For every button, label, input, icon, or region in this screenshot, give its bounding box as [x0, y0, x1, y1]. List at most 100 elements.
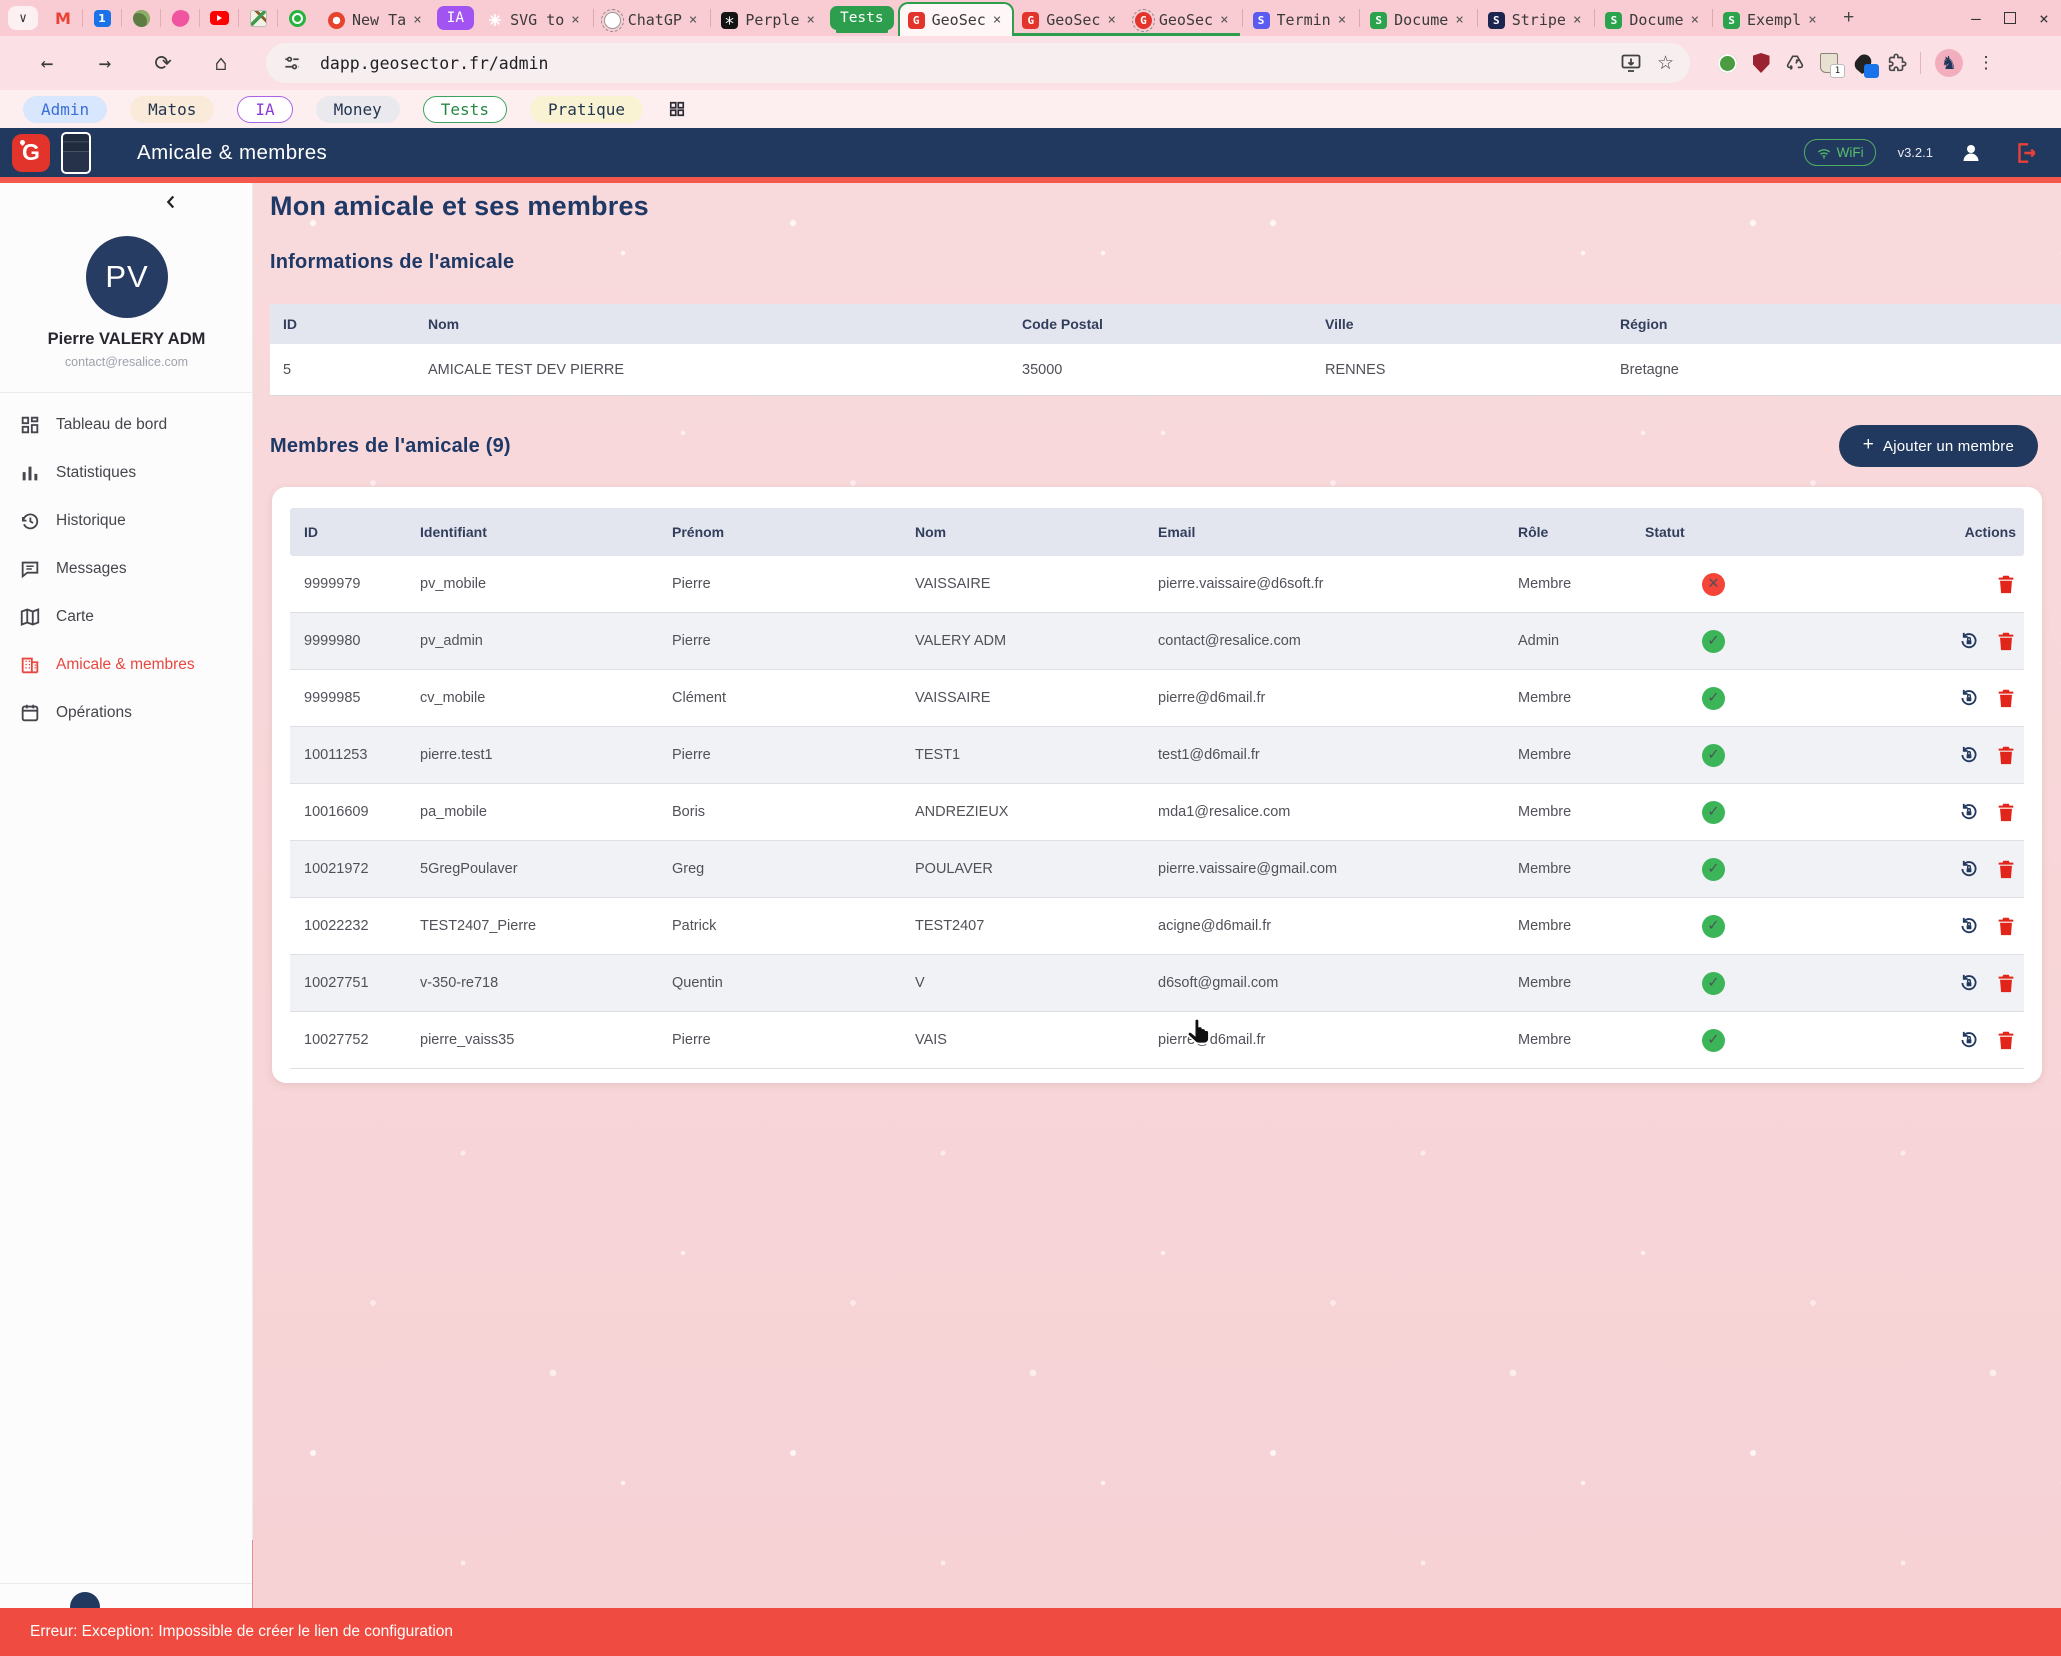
- browser-tab[interactable]: New Ta×: [320, 4, 433, 36]
- reset-password-icon[interactable]: [1958, 858, 1980, 880]
- new-tab-button[interactable]: +: [1834, 4, 1864, 32]
- delete-member-icon[interactable]: [1995, 573, 2017, 595]
- bookmark-ia[interactable]: IA: [237, 96, 292, 123]
- bookmark-pratique[interactable]: Pratique: [530, 96, 643, 123]
- sidebar-collapse-button[interactable]: [160, 191, 182, 213]
- info-col-header: Région: [1620, 316, 2061, 332]
- tab-close-icon[interactable]: ×: [804, 12, 818, 28]
- puzzle-extension-icon[interactable]: [1885, 51, 1909, 75]
- window-minimize-button[interactable]: –: [1959, 9, 1993, 28]
- tab-close-icon[interactable]: ×: [990, 12, 1004, 28]
- member-cell: pierre.test1: [420, 747, 672, 763]
- delete-member-icon[interactable]: [1995, 630, 2017, 652]
- tab-close-icon[interactable]: ×: [410, 12, 424, 28]
- sidebar-item-map[interactable]: Carte: [0, 593, 253, 641]
- home-button[interactable]: ⌂: [204, 51, 238, 75]
- reset-password-icon[interactable]: [1958, 630, 1980, 652]
- site-settings-icon[interactable]: [282, 53, 302, 73]
- member-cell: 10021972: [304, 861, 420, 877]
- browser-tab[interactable]: SDocume×: [1362, 4, 1475, 36]
- tab-group-label-ia[interactable]: IA: [437, 6, 474, 30]
- back-button[interactable]: ←: [30, 51, 64, 75]
- tab-close-icon[interactable]: ×: [1217, 12, 1231, 28]
- reset-password-icon[interactable]: [1958, 972, 1980, 994]
- reset-password-icon[interactable]: [1958, 801, 1980, 823]
- reset-password-icon[interactable]: [1958, 915, 1980, 937]
- delete-member-icon[interactable]: [1995, 801, 2017, 823]
- pinned-tab-maps[interactable]: [246, 6, 270, 30]
- delete-member-icon[interactable]: [1995, 687, 2017, 709]
- reset-password-icon[interactable]: [1958, 1029, 1980, 1051]
- reload-button[interactable]: ⟳: [146, 51, 180, 75]
- bookmark-matos[interactable]: Matos: [130, 96, 214, 123]
- page-title: Mon amicale et ses membres: [270, 191, 649, 222]
- browser-tab[interactable]: SVG to×: [478, 4, 591, 36]
- window-maximize-button[interactable]: [1993, 9, 2027, 28]
- tab-close-icon[interactable]: ×: [1104, 12, 1118, 28]
- sidebar-item-members[interactable]: Amicale & membres: [0, 641, 253, 689]
- tab-title: Docume: [1629, 11, 1683, 29]
- browser-tab[interactable]: ChatGP×: [596, 4, 709, 36]
- bookmark-admin[interactable]: Admin: [23, 96, 107, 123]
- browser-tab[interactable]: Perple×: [713, 4, 826, 36]
- sidebar-item-operations[interactable]: Opérations: [0, 689, 253, 737]
- pinned-tab-gmail[interactable]: M: [51, 6, 75, 30]
- tab-close-icon[interactable]: ×: [1805, 12, 1819, 28]
- browser-tab[interactable]: STermin×: [1245, 4, 1358, 36]
- delete-member-icon[interactable]: [1995, 1029, 2017, 1051]
- member-cell: Pierre: [672, 576, 915, 592]
- browser-tab[interactable]: SStripe×: [1480, 4, 1593, 36]
- browser-tab[interactable]: GGeoSec×: [1127, 4, 1240, 36]
- sidebar-item-history[interactable]: Historique: [0, 497, 253, 545]
- delete-member-icon[interactable]: [1995, 915, 2017, 937]
- tab-search-button[interactable]: ∨: [8, 6, 38, 30]
- bookmark-star-icon[interactable]: ☆: [1657, 52, 1674, 74]
- bookmarks-apps-grid-icon[interactable]: [667, 99, 687, 119]
- profile-icon[interactable]: [1959, 141, 1983, 165]
- pinned-tab-youtube[interactable]: [207, 6, 231, 30]
- member-cell: ANDREZIEUX: [915, 804, 1158, 820]
- tag-extension-icon[interactable]: 1: [1817, 51, 1841, 75]
- reset-password-icon[interactable]: [1958, 687, 1980, 709]
- sidebar-item-stats[interactable]: Statistiques: [0, 449, 253, 497]
- logout-icon[interactable]: [2013, 140, 2039, 166]
- browser-tab[interactable]: SExempl×: [1715, 4, 1828, 36]
- tab-close-icon[interactable]: ×: [1335, 12, 1349, 28]
- pinned-tab-chat[interactable]: [285, 6, 309, 30]
- tab-close-icon[interactable]: ×: [1570, 12, 1584, 28]
- window-close-button[interactable]: ×: [2027, 9, 2061, 28]
- tab-close-icon[interactable]: ×: [686, 12, 700, 28]
- pinned-tab-design[interactable]: [168, 6, 192, 30]
- browser-tab[interactable]: GGeoSec×: [1014, 4, 1127, 36]
- separator: [1242, 9, 1243, 27]
- pinned-tab-notes[interactable]: [129, 6, 153, 30]
- browser-tab-active[interactable]: GGeoSec×: [898, 2, 1015, 36]
- dropper-extension-icon[interactable]: [1851, 51, 1875, 75]
- red-shield-extension-icon[interactable]: [1749, 51, 1773, 75]
- recycle-extension-icon[interactable]: [1783, 51, 1807, 75]
- bookmark-money[interactable]: Money: [316, 96, 400, 123]
- address-bar[interactable]: dapp.geosector.fr/admin ☆: [266, 43, 1690, 83]
- forward-button[interactable]: →: [88, 51, 122, 75]
- tab-close-icon[interactable]: ×: [1688, 12, 1702, 28]
- delete-member-icon[interactable]: [1995, 972, 2017, 994]
- delete-member-icon[interactable]: [1995, 858, 2017, 880]
- browser-profile-avatar[interactable]: ♞: [1935, 49, 1963, 77]
- sidebar-item-messages[interactable]: Messages: [0, 545, 253, 593]
- install-app-icon[interactable]: [1619, 51, 1643, 75]
- separator: [160, 9, 161, 27]
- green-circle-extension-icon[interactable]: [1715, 51, 1739, 75]
- bookmark-tests[interactable]: Tests: [423, 96, 507, 123]
- browser-menu-button[interactable]: ⋮: [1973, 53, 1999, 73]
- reset-password-icon[interactable]: [1958, 744, 1980, 766]
- divider: [0, 1583, 253, 1584]
- browser-tab[interactable]: SDocume×: [1597, 4, 1710, 36]
- stripe-favicon: S: [1253, 12, 1270, 29]
- tab-close-icon[interactable]: ×: [1452, 12, 1466, 28]
- sidebar-item-dashboard[interactable]: Tableau de bord: [0, 401, 253, 449]
- add-member-button[interactable]: + Ajouter un membre: [1839, 425, 2038, 467]
- delete-member-icon[interactable]: [1995, 744, 2017, 766]
- tab-close-icon[interactable]: ×: [568, 12, 582, 28]
- pinned-tab-calendar[interactable]: 1: [90, 6, 114, 30]
- tab-group-label-tests[interactable]: Tests: [830, 6, 894, 30]
